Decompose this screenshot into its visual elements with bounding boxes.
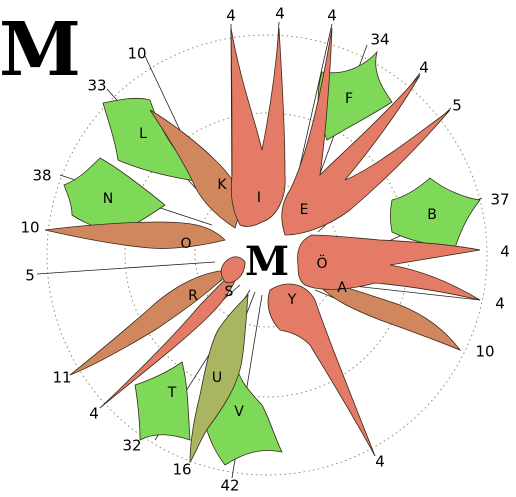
petal-label-R: R <box>188 288 198 304</box>
petal-S <box>99 267 241 409</box>
petal-Ö <box>297 234 481 301</box>
number-label: 10 <box>475 343 494 361</box>
outer-numbers: 4 4 4 34 4 10 33 5 38 37 10 4 5 4 11 10 … <box>20 5 509 495</box>
number-label: 11 <box>52 369 71 387</box>
petal-T <box>134 361 191 441</box>
number-label: 34 <box>370 31 389 49</box>
petal-label-U: U <box>212 370 222 386</box>
petal-B <box>390 177 481 249</box>
number-label: 10 <box>20 219 39 237</box>
red-petals <box>99 27 481 457</box>
petal-label-I: I <box>257 190 261 206</box>
number-label: 4 <box>226 7 236 25</box>
petal-label-E: E <box>300 202 309 218</box>
brown-petals <box>44 109 462 376</box>
petal-label-F: F <box>345 91 353 107</box>
petal-label-O: O <box>180 236 191 252</box>
number-label: 38 <box>32 167 51 185</box>
number-label: 5 <box>452 97 462 115</box>
center-letter: M <box>245 238 289 285</box>
number-label: 4 <box>375 453 385 471</box>
petal-labels: I E K O R S Ö A Y U F B L N T V <box>103 91 437 420</box>
petal-U <box>189 293 249 464</box>
title-letter: M <box>0 7 81 93</box>
petal-O <box>44 221 226 249</box>
petal-label-K: K <box>217 177 227 193</box>
number-label: 37 <box>490 191 509 209</box>
petal-label-N: N <box>103 191 113 207</box>
petal-label-S: S <box>225 284 234 300</box>
petal-A <box>310 277 462 351</box>
petal-S-inner <box>220 256 246 283</box>
outer-ring <box>46 34 488 476</box>
number-label: 16 <box>172 461 191 479</box>
petal-R <box>69 269 233 376</box>
petal-label-T: T <box>167 385 177 401</box>
green-petals <box>63 50 481 466</box>
petal-label-Y: Y <box>287 292 297 308</box>
number-label: 4 <box>419 59 429 77</box>
petal-Y <box>267 283 376 457</box>
number-label: 42 <box>220 477 239 495</box>
number-label: 4 <box>500 243 510 261</box>
number-label: 4 <box>275 5 285 23</box>
number-label: 4 <box>495 295 505 313</box>
number-label: 32 <box>122 437 141 455</box>
petal-label-A: A <box>337 280 347 296</box>
petal-label-B: B <box>427 207 437 223</box>
petal-label-V: V <box>234 404 244 420</box>
number-label: 33 <box>87 77 106 95</box>
number-label: 4 <box>327 7 337 25</box>
petal-N <box>63 157 166 236</box>
petal-label-L: L <box>139 126 147 142</box>
petal-I <box>230 27 286 227</box>
petal-label-O-umlaut: Ö <box>316 254 327 272</box>
number-label: 4 <box>89 405 99 423</box>
number-label: 10 <box>127 45 146 63</box>
petal-K <box>149 109 243 229</box>
number-label: 5 <box>25 267 35 285</box>
petal-E <box>281 27 451 236</box>
